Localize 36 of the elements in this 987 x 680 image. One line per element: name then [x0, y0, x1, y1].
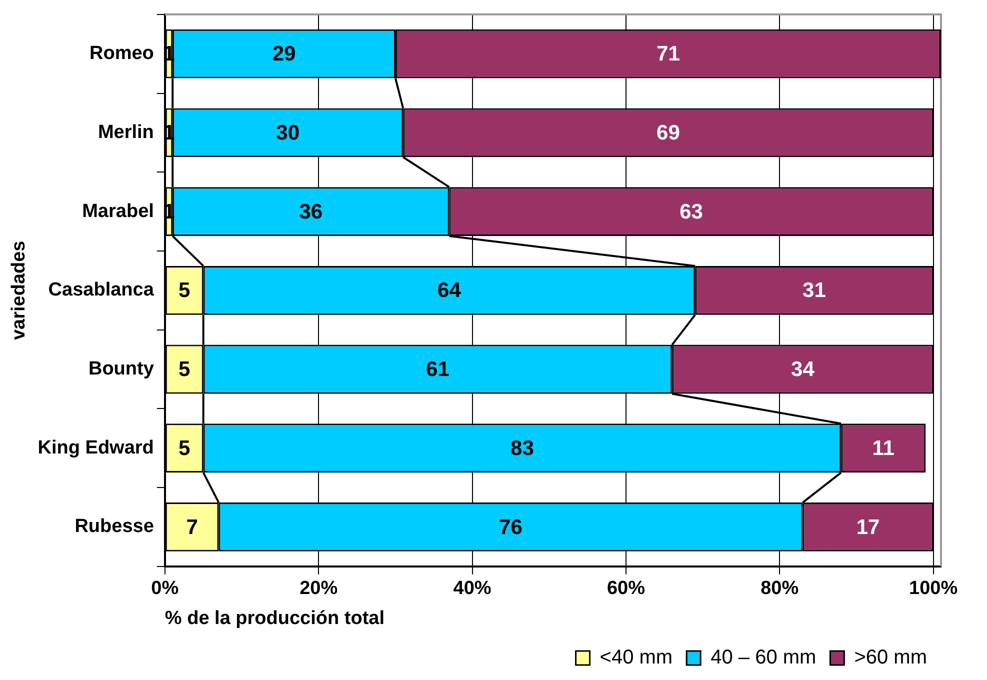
x-tick-label: 40% [453, 578, 492, 600]
data-label: 83 [510, 436, 534, 460]
x-axis-title: % de la producción total [164, 608, 384, 629]
data-label: 69 [656, 121, 680, 144]
data-label: 63 [680, 200, 703, 224]
x-tick-label: 20% [300, 578, 338, 600]
y-tick-label: King Edward [38, 437, 154, 458]
y-tick-label: Bounty [88, 358, 154, 380]
y-tick-label: Marabel [82, 200, 154, 222]
data-label: 5 [178, 279, 191, 302]
data-label: 71 [656, 42, 680, 66]
x-tick-label: 100% [909, 578, 958, 600]
data-label: 76 [499, 516, 522, 539]
data-label: 5 [178, 436, 191, 460]
data-label: 7 [186, 516, 198, 539]
data-label: 11 [872, 436, 895, 460]
data-label: 5 [178, 358, 191, 382]
y-tick-label: Casablanca [48, 280, 154, 301]
legend-label: <40 mm [600, 646, 673, 669]
data-label: 64 [438, 279, 462, 302]
x-tick-label: 0% [151, 578, 179, 600]
y-axis-title: variedades [8, 240, 30, 340]
data-label: 61 [426, 358, 450, 382]
data-label: 29 [272, 42, 296, 66]
y-tick-label: Merlin [98, 122, 154, 143]
data-label: 30 [276, 121, 300, 144]
legend-label: >60 mm [854, 646, 928, 669]
y-tick-label: Rubesse [74, 516, 154, 538]
x-tick-label: 80% [760, 578, 799, 600]
data-label: 31 [802, 279, 826, 302]
data-label: 17 [856, 516, 880, 539]
legend-label: 40 – 60 mm [710, 646, 816, 669]
data-label: 34 [791, 358, 815, 382]
x-tick-label: 60% [606, 578, 646, 600]
y-tick-label: Romeo [90, 43, 154, 64]
data-label: 36 [299, 200, 323, 224]
